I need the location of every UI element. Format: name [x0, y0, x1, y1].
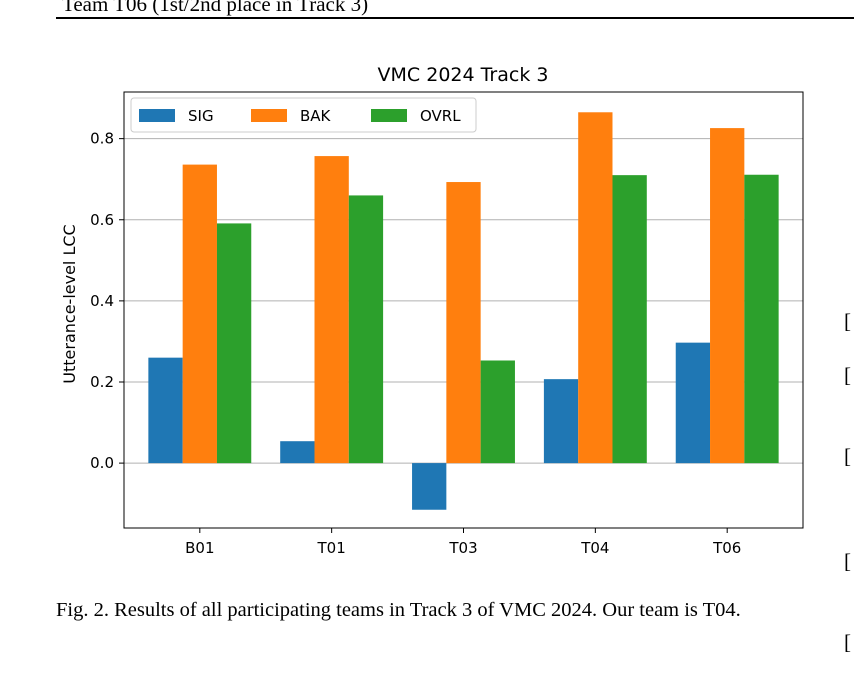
x-tick-label: T03	[448, 539, 477, 557]
y-axis: 0.0 0.2 0.4 0.6 0.8	[90, 130, 124, 472]
bars	[148, 112, 779, 510]
bar-chart: 0.0 0.2 0.4 0.6 0.8 B01 T01 T03 T04 T06 VMC 2024…	[60, 64, 804, 557]
y-tick-label: 0.4	[90, 292, 114, 310]
x-tick-label: T01	[317, 539, 346, 557]
reference-bracket: [	[844, 549, 851, 573]
legend-label-sig: SIG	[188, 107, 214, 125]
x-tick-label: T06	[712, 539, 741, 557]
y-tick-label: 0.8	[90, 130, 114, 148]
bar-ovrl-t04	[612, 175, 647, 464]
legend-swatch-sig	[139, 109, 175, 122]
y-tick-label: 0.2	[90, 373, 114, 391]
bar-ovrl-t03	[480, 360, 515, 464]
bar-bak-b01	[182, 164, 217, 464]
bar-ovrl-t06	[744, 174, 779, 464]
bar-bak-t03	[446, 182, 481, 464]
page-top-fragment: Team T06 (1st/2nd place in Track 3)	[62, 0, 369, 16]
y-tick-label: 0.6	[90, 211, 114, 229]
x-tick-label: B01	[185, 539, 214, 557]
legend: SIG BAK OVRL	[130, 97, 477, 133]
x-tick-label: T04	[580, 539, 609, 557]
bar-sig-b01	[148, 357, 183, 464]
bar-sig-t04	[543, 379, 579, 464]
legend-swatch-bak	[251, 109, 287, 122]
legend-label-bak: BAK	[300, 107, 332, 125]
legend-box	[130, 97, 477, 133]
figure-caption: Fig. 2. Results of all participating tea…	[56, 599, 741, 621]
y-axis-label: Utterance-level LCC	[60, 224, 79, 383]
top-rule	[56, 17, 854, 19]
legend-label-ovrl: OVRL	[420, 107, 461, 125]
x-axis: B01 T01 T03 T04 T06	[185, 528, 741, 557]
bar-bak-t04	[578, 112, 613, 464]
reference-bracket: [	[844, 309, 851, 333]
bar-ovrl-b01	[216, 223, 252, 464]
bar-sig-t03	[412, 463, 447, 510]
y-tick-label: 0.0	[90, 454, 114, 472]
reference-bracket: [	[844, 444, 851, 468]
bar-sig-t06	[675, 342, 711, 464]
bar-ovrl-t01	[348, 195, 384, 464]
bar-bak-t01	[314, 156, 349, 464]
bar-sig-t01	[280, 441, 315, 464]
reference-bracket: [	[844, 363, 851, 387]
reference-bracket: [	[844, 630, 851, 654]
bar-bak-t06	[710, 128, 745, 464]
legend-swatch-ovrl	[371, 109, 407, 122]
chart-title: VMC 2024 Track 3	[378, 64, 549, 86]
